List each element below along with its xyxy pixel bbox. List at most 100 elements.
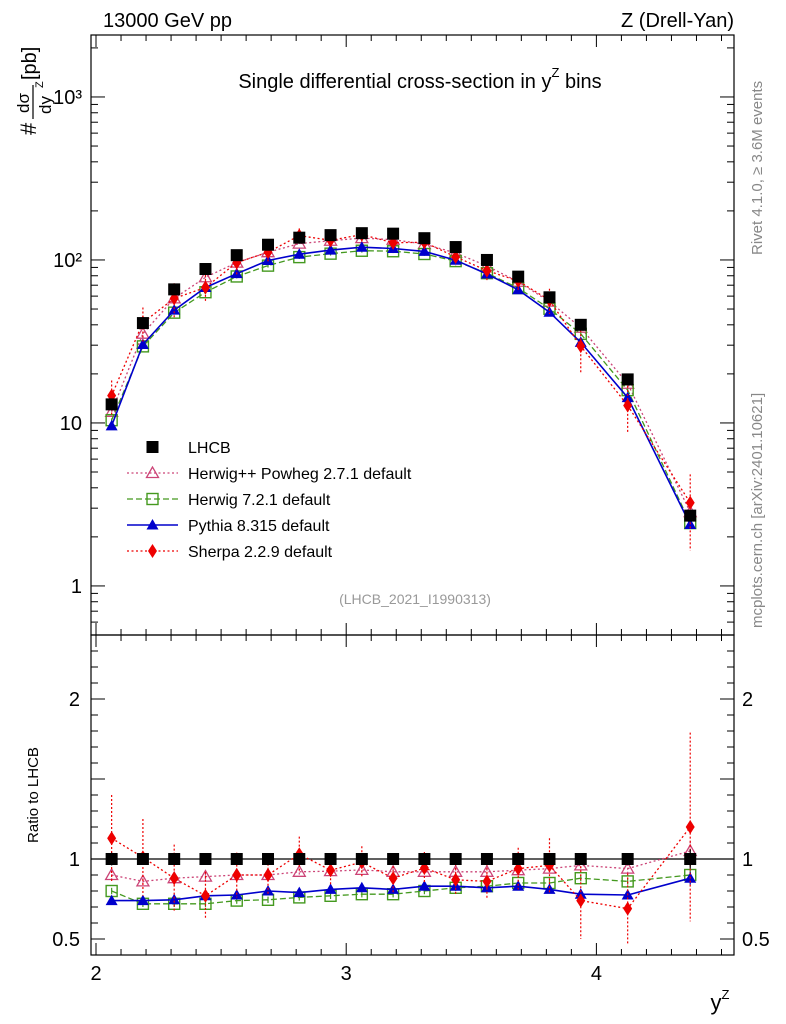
ratio-y-tick-label: 0.5 bbox=[52, 929, 80, 951]
legend-label: Pythia 8.315 default bbox=[188, 518, 330, 535]
ratio-point bbox=[169, 871, 179, 886]
series-pythia-8-315-default bbox=[105, 241, 697, 906]
legend-entry: Sherpa 2.2.9 default bbox=[127, 544, 333, 561]
data-point bbox=[543, 291, 556, 304]
series-ratio-line bbox=[111, 877, 691, 902]
data-point bbox=[355, 227, 368, 240]
y-tick-label: 10 bbox=[60, 413, 82, 435]
xlabel: yZ bbox=[711, 987, 730, 1015]
xlabel-sup: Z bbox=[722, 987, 730, 1002]
ratio-point bbox=[262, 853, 275, 865]
legend-marker bbox=[146, 492, 159, 506]
data-point bbox=[621, 391, 634, 403]
ratio-point bbox=[107, 831, 117, 846]
ratio-point bbox=[387, 883, 400, 894]
ratio-point bbox=[355, 853, 368, 865]
data-point bbox=[136, 317, 149, 330]
legend-marker bbox=[145, 465, 160, 479]
ratio-point bbox=[387, 853, 400, 865]
data-point bbox=[324, 244, 337, 255]
data-point bbox=[355, 241, 368, 252]
data-point bbox=[324, 229, 337, 242]
ratio-point bbox=[684, 853, 697, 865]
x-tick-label: 3 bbox=[341, 963, 352, 985]
x-tick-label: 2 bbox=[90, 963, 101, 985]
legend: LHCB Herwig++ Powheg 2.7.1 default Herwig … bbox=[127, 440, 412, 561]
ratio-point bbox=[168, 893, 181, 905]
ratio-point bbox=[621, 853, 634, 865]
ratio-point bbox=[105, 853, 118, 865]
series-sherpa-2-2-9-default bbox=[107, 227, 695, 944]
analysis-id: (LHCB_2021_I1990313) bbox=[339, 591, 491, 607]
legend-label: Herwig++ Powheg 2.7.1 default bbox=[188, 466, 412, 483]
ratio-point bbox=[292, 864, 307, 877]
data-point bbox=[293, 231, 306, 244]
data-point bbox=[623, 398, 633, 413]
data-point bbox=[685, 495, 695, 510]
data-point bbox=[512, 270, 525, 283]
ratio-point bbox=[574, 888, 587, 899]
data-point bbox=[621, 373, 634, 386]
mcplots-label: mcplots.cern.ch [arXiv:2401.10621] bbox=[749, 393, 766, 628]
data-point bbox=[105, 398, 118, 411]
data-point bbox=[168, 283, 181, 296]
ratio-point bbox=[262, 885, 275, 896]
rivet-label: Rivet 4.1.0, ≥ 3.6M events bbox=[749, 81, 766, 255]
ratio-y-tick-label-right: 1 bbox=[742, 849, 753, 871]
main-ylabel: # dσ dy Z [pb] bbox=[14, 47, 55, 135]
data-point bbox=[293, 248, 306, 259]
legend-entry: Herwig++ Powheg 2.7.1 default bbox=[127, 465, 412, 483]
legend-label: LHCB bbox=[188, 440, 231, 457]
legend-marker bbox=[146, 441, 159, 453]
ratio-point bbox=[135, 874, 151, 887]
xlabel-var: y bbox=[711, 990, 722, 1015]
ratio-point bbox=[576, 893, 586, 908]
chart-title-sup: Z bbox=[551, 65, 559, 80]
ratio-point bbox=[451, 872, 461, 887]
ratio-y-tick-label-right: 0.5 bbox=[742, 929, 770, 951]
ylabel-den-sup: Z bbox=[34, 81, 46, 88]
data-point bbox=[105, 419, 118, 431]
ratio-point bbox=[199, 853, 212, 865]
data-point bbox=[199, 263, 212, 276]
ratio-point bbox=[293, 853, 306, 865]
chart-title-tail: bins bbox=[559, 71, 601, 93]
ylabel-unit: [pb] bbox=[19, 47, 41, 80]
ratio-point bbox=[623, 901, 633, 916]
series-lhcb bbox=[105, 227, 697, 869]
ratio-point bbox=[230, 853, 243, 865]
ratio-point bbox=[263, 868, 273, 882]
ratio-point bbox=[512, 853, 525, 865]
data-point bbox=[200, 280, 210, 295]
ratio-point bbox=[293, 886, 306, 898]
data-point bbox=[482, 263, 492, 278]
ratio-point bbox=[685, 820, 695, 834]
data-point bbox=[230, 249, 243, 262]
ratio-point bbox=[574, 853, 587, 865]
ratio-point bbox=[324, 883, 337, 894]
data-point bbox=[684, 509, 697, 522]
ratio-point bbox=[480, 853, 493, 865]
data-point bbox=[418, 245, 431, 256]
process-label: Z (Drell-Yan) bbox=[621, 10, 734, 32]
ratio-y-tick-label: 2 bbox=[69, 689, 80, 711]
ratio-point bbox=[543, 853, 556, 865]
data-point bbox=[168, 304, 181, 315]
ratio-point bbox=[355, 881, 368, 893]
y-tick-label: 10³ bbox=[53, 87, 82, 109]
data-point bbox=[576, 339, 586, 354]
ratio-point bbox=[418, 880, 431, 891]
energy-label: 13000 GeV pp bbox=[103, 10, 232, 32]
ratio-point bbox=[105, 894, 118, 906]
legend-entry: Pythia 8.315 default bbox=[127, 518, 330, 535]
ratio-point bbox=[482, 874, 492, 889]
ylabel-hash: # bbox=[16, 122, 41, 135]
ratio-point bbox=[542, 861, 557, 874]
ratio-point bbox=[232, 868, 242, 882]
data-point bbox=[543, 306, 556, 317]
legend-entry: Herwig 7.2.1 default bbox=[127, 492, 331, 509]
chart-title: Single differential cross-section in yZ … bbox=[238, 65, 601, 93]
ratio-y-tick-label-right: 2 bbox=[742, 689, 753, 711]
y-tick-label: 10² bbox=[53, 250, 82, 272]
